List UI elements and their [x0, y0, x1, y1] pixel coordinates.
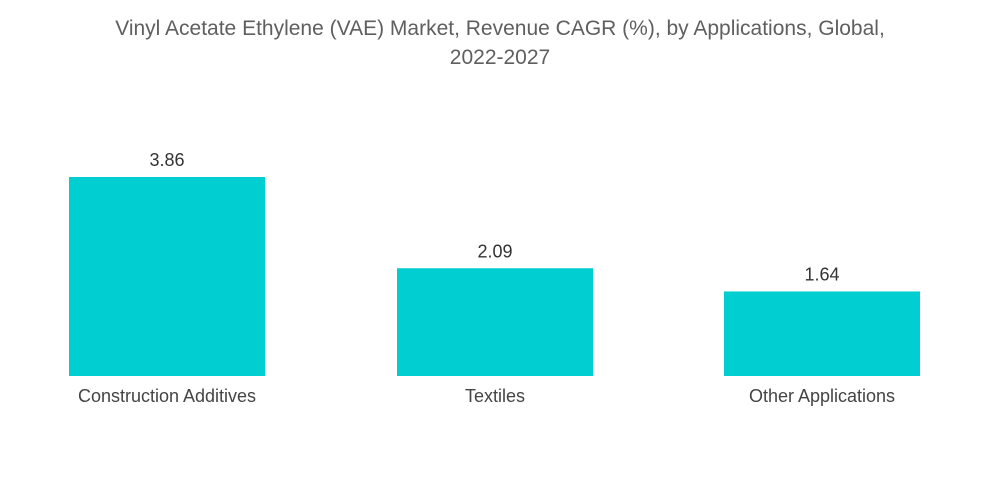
chart-title-line2: 2022-2027 — [449, 46, 551, 69]
bar-1 — [397, 268, 593, 376]
category-label-0: Construction Additives — [78, 386, 256, 406]
chart-title-line1: Vinyl Acetate Ethylene (VAE) Market, Rev… — [115, 17, 885, 40]
data-label-0: 3.86 — [149, 150, 184, 170]
bar-2 — [724, 291, 920, 376]
data-label-1: 2.09 — [477, 241, 512, 261]
category-label-2: Other Applications — [749, 386, 895, 406]
chart-title: Vinyl Acetate Ethylene (VAE) Market, Rev… — [0, 14, 1000, 72]
data-label-2: 1.64 — [804, 264, 839, 284]
category-label-1: Textiles — [465, 386, 525, 406]
bar-0 — [69, 177, 265, 376]
